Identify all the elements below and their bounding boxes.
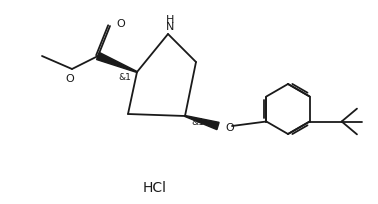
Polygon shape — [185, 116, 219, 130]
Text: &1: &1 — [119, 73, 132, 82]
Polygon shape — [96, 53, 137, 73]
Text: &1: &1 — [192, 118, 204, 127]
Text: O: O — [66, 74, 74, 84]
Text: O: O — [116, 19, 125, 29]
Text: HCl: HCl — [143, 180, 167, 194]
Text: H: H — [166, 15, 174, 25]
Text: O: O — [225, 122, 234, 132]
Text: N: N — [166, 22, 174, 32]
